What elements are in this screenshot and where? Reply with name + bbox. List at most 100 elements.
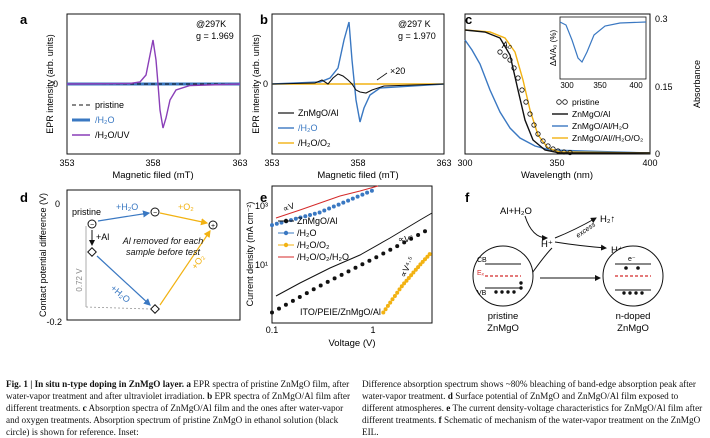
panel-a-ylabel: EPR intensity (arb. units) — [45, 34, 55, 134]
panel-e-o2-point — [427, 252, 432, 257]
panel-b-label: b — [260, 12, 268, 27]
panel-c-pristine-point — [511, 65, 517, 71]
panel-e-series-al-points — [270, 229, 427, 315]
panel-e-al-point — [423, 229, 427, 234]
panel-d-delta: 0.72 V — [75, 268, 84, 292]
panel-c-pristine-point — [535, 131, 541, 137]
panel-f-arrow-2 — [554, 217, 597, 239]
panel-b-temp: @297 K — [398, 19, 431, 29]
panel-b-mult: ×20 — [390, 66, 405, 76]
panel-f-right-name2: ZnMgO — [617, 323, 649, 334]
panel-f-cb: CB — [477, 257, 487, 264]
panel-e-o2-point — [423, 257, 427, 262]
panel-e-h2o-point — [369, 188, 374, 193]
panel-a: a @297K g = 1.969 0 353 358 363 Magnetic… — [20, 12, 248, 181]
panel-d-ytick-m0.2: -0.2 — [46, 317, 62, 327]
panel-e-al-point — [395, 244, 400, 249]
panel-e-label: e — [260, 190, 267, 205]
panel-b-series-h2o — [271, 21, 445, 123]
panel-f-hole — [628, 291, 632, 295]
panel-c-legend-0: pristine — [572, 97, 600, 107]
panel-c-ytick-0.15: 0.15 — [655, 82, 673, 92]
panel-c-pristine-point — [515, 75, 521, 81]
panel-e-al-point — [360, 262, 365, 267]
panel-c-inset-xtick-400: 400 — [629, 81, 643, 90]
panel-a-temp: @297K — [196, 19, 226, 29]
panel-d-arrow-o2-right — [159, 230, 211, 306]
panel-f-ef: Eₓ — [477, 270, 485, 277]
panel-d: d 0 -0.2 Contact potential difference (V… — [20, 189, 241, 327]
panel-c-pristine-point — [502, 53, 508, 59]
panel-e-al-point — [277, 306, 281, 311]
panel-f-alh2o: Al+H₂O — [500, 206, 532, 217]
panel-e-alpha-v: ∝V — [281, 200, 296, 214]
panel-e-alpha-v2: ∝V² — [398, 234, 413, 244]
panel-e-al-point — [416, 233, 421, 237]
panel-d-label: d — [20, 190, 28, 205]
panel-c: c A₀ 300 — [457, 12, 702, 181]
panel-e-alpha-v45: ∝V⁴·⁵ — [398, 255, 416, 279]
figure-canvas: a @297K g = 1.969 0 353 358 363 Magnetic… — [20, 12, 702, 349]
panel-c-xtick-300: 300 — [457, 158, 472, 168]
panel-c-legend-3: ZnMgO/Al//H₂O/O₂ — [572, 133, 643, 143]
panel-e-h2o-point — [336, 202, 341, 207]
panel-e: e 10³ 10¹ 0.1 1 Voltage (V) Current dens… — [245, 185, 433, 349]
caption-b: b — [207, 391, 213, 401]
panel-c-legend-2: ZnMgO/Al/H₂O — [572, 121, 629, 131]
panel-d-pristine-label: pristine — [72, 207, 101, 217]
panel-e-h2o-point — [355, 194, 360, 199]
caption-a: a — [186, 379, 191, 389]
panel-c-pristine-point — [540, 138, 546, 144]
panel-e-al-point — [304, 291, 309, 296]
panel-e-o2-point — [385, 303, 390, 308]
panel-e-al-point — [290, 298, 295, 303]
panel-e-legend-0: ZnMgO/Al — [297, 216, 338, 226]
panel-e-xtick-1: 1 — [370, 325, 375, 335]
panel-e-al-point — [367, 258, 372, 263]
panel-e-o2-point — [381, 310, 386, 315]
panel-e-legend-3: /H₂O/O₂/H₂O — [297, 252, 349, 262]
panel-b-xtick-353: 353 — [264, 158, 279, 168]
panel-e-series-al — [275, 212, 433, 297]
panel-c-ylabel: Absorbance — [692, 60, 702, 108]
panel-d-ytick-0: 0 — [55, 199, 60, 209]
panel-c-pristine-point — [519, 87, 525, 93]
panel-a-legend-1: /H₂O — [95, 115, 115, 125]
panel-f-h2: H₂↑ — [600, 214, 615, 225]
panel-d-al-label: +Al — [96, 232, 109, 242]
panel-a-legend-2: /H₂O/UV — [95, 130, 130, 140]
caption-left: Fig. 1 | In situ n-type doping in ZnMgO … — [6, 378, 356, 438]
panel-f-arrow-4 — [529, 247, 553, 277]
panel-a-legend-0: pristine — [95, 100, 124, 110]
panel-e-series-h2o-o2-h2o — [275, 185, 379, 219]
panel-d-point-pristine — [87, 219, 97, 229]
panel-f-hole — [519, 281, 523, 285]
panel-f-hole — [519, 286, 523, 290]
panel-e-al-point — [311, 287, 316, 292]
panel-e-al-point — [318, 283, 323, 288]
caption-e: e — [446, 403, 451, 413]
panel-d-minus-pristine: − — [90, 222, 94, 229]
caption-left-a: EPR spectra of pristine ZnMgO film, afte… — [6, 379, 350, 401]
panel-e-h2o-point — [293, 216, 298, 221]
panel-e-o2-point — [406, 276, 411, 280]
panel-d-note: Al removed for each sample before test — [122, 236, 204, 257]
caption-left-b: EPR spectra of ZnMgO/Al film after diffe… — [6, 391, 350, 413]
panel-e-o2-point — [411, 270, 416, 275]
panel-d-ylabel: Contact potential difference (V) — [38, 193, 48, 317]
panel-c-ytick-0.3: 0.3 — [655, 14, 668, 24]
panel-c-label: c — [465, 12, 472, 27]
panel-e-o2-point — [416, 265, 421, 270]
panel-d-h2o-top-label: +H₂O — [116, 202, 138, 212]
panel-c-legend-marker-0 — [556, 99, 562, 105]
panel-c-pristine-point — [527, 111, 533, 117]
panel-e-al-point — [325, 279, 330, 284]
panel-e-al-point — [346, 269, 351, 274]
panel-e-ytick-1e3: 10³ — [255, 201, 268, 211]
panel-f-label: f — [465, 190, 470, 205]
panel-e-h2o-point — [303, 214, 308, 219]
panel-f-hole — [494, 290, 498, 294]
panel-f-hole — [640, 291, 644, 295]
panel-e-al-point — [297, 295, 302, 299]
panel-e-o2-point — [420, 259, 425, 264]
